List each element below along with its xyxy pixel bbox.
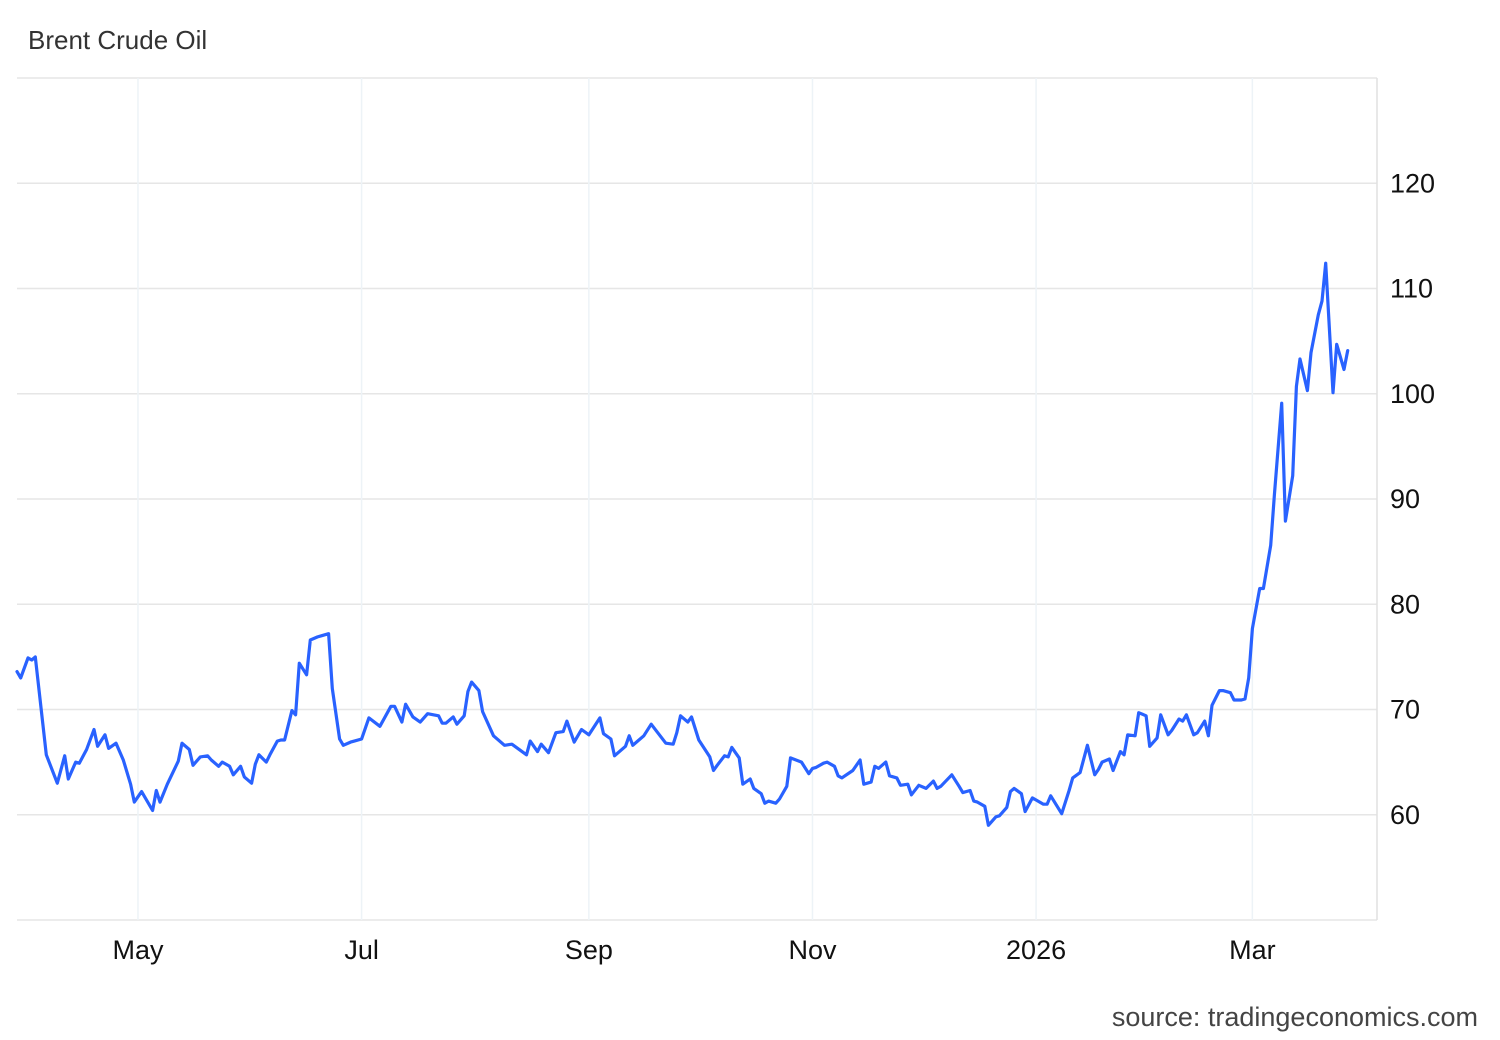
x-tick-label: 2026 — [1006, 935, 1066, 965]
x-tick-label: Nov — [788, 935, 837, 965]
y-tick-label: 80 — [1390, 589, 1420, 619]
y-tick-label: 70 — [1390, 695, 1420, 725]
x-tick-label: May — [112, 935, 164, 965]
y-tick-label: 110 — [1390, 274, 1433, 304]
x-axis: May Jul Sep Nov 2026 Mar — [112, 935, 1275, 965]
grid — [17, 77, 1377, 921]
y-tick-label: 60 — [1390, 800, 1420, 830]
x-tick-label: Jul — [344, 935, 379, 965]
y-tick-label: 90 — [1390, 484, 1420, 514]
source-label: source: tradingeconomics.com — [1112, 1002, 1478, 1032]
price-line — [15, 261, 1350, 827]
y-tick-label: 120 — [1390, 168, 1435, 198]
chart-title: Brent Crude Oil — [28, 25, 207, 55]
x-tick-label: Sep — [565, 935, 613, 965]
y-tick-label: 100 — [1390, 379, 1435, 409]
y-axis: 60 70 80 90 100 110 120 — [1376, 78, 1435, 920]
x-tick-label: Mar — [1229, 935, 1276, 965]
